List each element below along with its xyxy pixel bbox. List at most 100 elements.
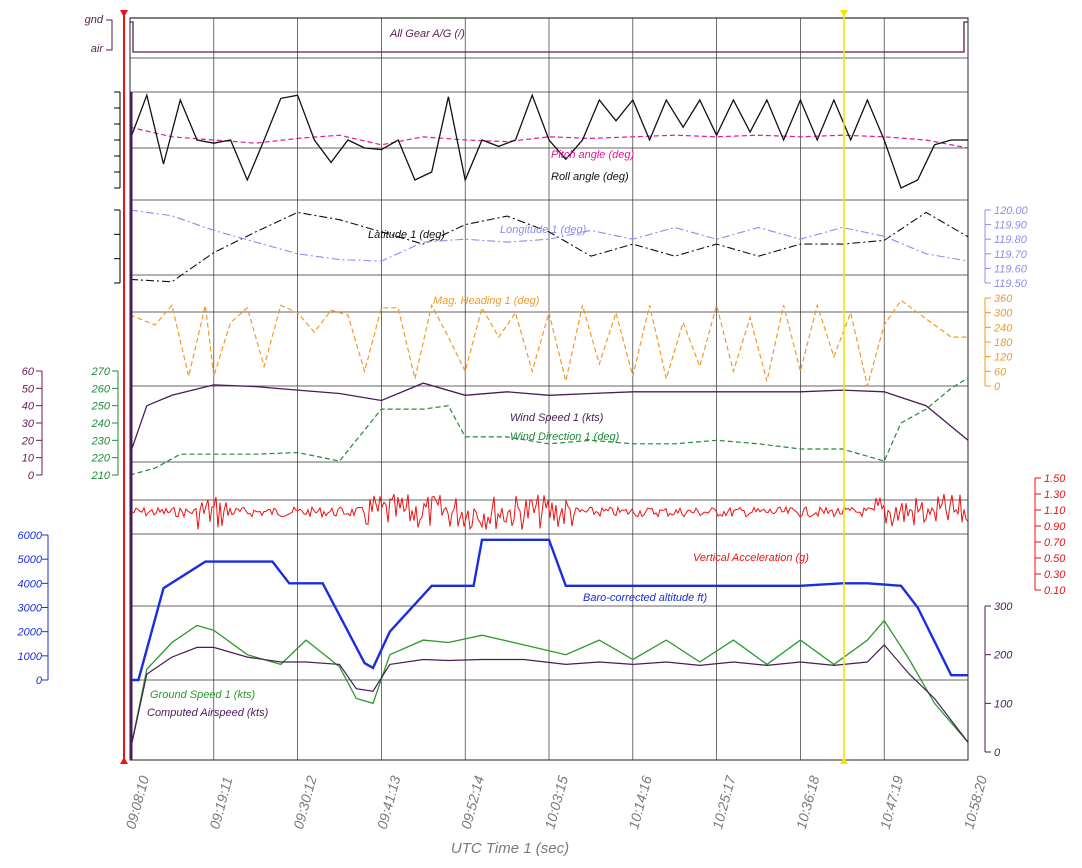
wind-speed-y-label: 50 — [22, 383, 35, 395]
wind-speed-series-label: Wind Speed 1 (kts) — [510, 412, 604, 424]
gear-tick-label: gnd — [85, 14, 104, 26]
speed-y-label: 100 — [994, 698, 1013, 710]
heading-series-label: Mag. Heading 1 (deg) — [433, 295, 540, 307]
altitude-y-label: 5000 — [18, 554, 43, 566]
latitude-y-label: 23.80 — [0, 205, 1, 217]
vacc-y-label: 0.50 — [1044, 553, 1066, 565]
gear-axis — [106, 19, 113, 51]
x-tick-label: 10:25:17 — [709, 773, 739, 831]
speed-y-label: 300 — [994, 601, 1013, 613]
attitude-y-label: 0 — [0, 135, 1, 147]
longitude-y-label: 119.60 — [994, 263, 1028, 275]
x-tick-label: 10:58:20 — [960, 774, 990, 831]
heading-y-label: 300 — [994, 308, 1013, 320]
x-tick-label: 10:03:15 — [541, 774, 571, 831]
longitude-series-line — [129, 209, 969, 262]
vacc-series-line — [129, 493, 969, 531]
wind-speed-y-label: 10 — [22, 453, 35, 465]
vacc-y-label: 1.50 — [1044, 473, 1066, 485]
latitude-y-label: 23.20 — [0, 278, 1, 290]
attitude-y-label: 20 — [0, 103, 1, 115]
altitude-y-label: 1000 — [18, 651, 43, 663]
latitude-series-line — [129, 211, 969, 283]
latitude-y-label: 23.40 — [0, 254, 1, 266]
wind-speed-y-label: 40 — [22, 401, 35, 413]
airspeed-series-label: Computed Airspeed (kts) — [147, 707, 269, 719]
wind-direction-y-label: 220 — [91, 453, 111, 465]
altitude-y-label: 6000 — [18, 530, 43, 542]
altitude-y-label: 4000 — [18, 578, 43, 590]
time-cursor-top-triangle — [839, 10, 848, 17]
wind-speed-y-label: 60 — [22, 366, 35, 378]
ground-speed-series-label: Ground Speed 1 (kts) — [150, 689, 256, 701]
altitude-series-label: Baro-corrected altitude ft) — [583, 592, 707, 604]
roll-series-label: Roll angle (deg) — [551, 171, 629, 183]
wind-direction-y-label: 230 — [91, 435, 111, 447]
pitch-series-label: Pitch angle (deg) — [551, 149, 634, 161]
latitude-y-label: 23.60 — [0, 229, 1, 241]
altitude-series-line — [130, 538, 968, 682]
gear-series-label: All Gear A/G (/) — [389, 28, 465, 40]
heading-y-label: 180 — [994, 337, 1013, 349]
roll-series-line — [129, 92, 968, 189]
vacc-y-label: 1.30 — [1044, 489, 1066, 501]
altitude-y-label: 3000 — [18, 603, 43, 615]
gear-series-line — [130, 21, 968, 53]
longitude-y-label: 119.80 — [994, 234, 1028, 246]
ground-speed-series-line — [129, 619, 969, 753]
heading-y-label: 360 — [994, 293, 1013, 305]
heading-series-line — [129, 299, 968, 387]
gear-tick-label: air — [91, 43, 105, 55]
altitude-y-label: 2000 — [17, 627, 43, 639]
latitude-series-label: Latitude 1 (deg) — [368, 229, 445, 241]
heading-y-label: 240 — [993, 322, 1013, 334]
wind-speed-series-line — [129, 382, 969, 455]
wind-direction-y-label: 260 — [91, 383, 111, 395]
x-tick-label: 10:36:18 — [793, 774, 823, 831]
attitude-y-label: -20 — [0, 167, 1, 179]
wind-direction-y-label: 270 — [91, 366, 111, 378]
x-axis-title: UTC Time 1 (sec) — [451, 840, 569, 857]
longitude-y-label: 119.50 — [994, 278, 1028, 290]
longitude-y-label: 120.00 — [994, 205, 1029, 217]
x-tick-label: 10:14:16 — [625, 774, 655, 831]
heading-y-label: 0 — [994, 381, 1001, 393]
wind-speed-y-label: 30 — [22, 418, 35, 430]
x-tick-label: 09:19:11 — [206, 775, 235, 831]
wind-direction-y-label: 250 — [91, 401, 111, 413]
x-tick-label: 09:30:12 — [290, 774, 320, 831]
attitude-y-label: 10 — [0, 119, 1, 131]
vacc-y-label: 0.70 — [1044, 537, 1066, 549]
attitude-y-label: -10 — [0, 151, 1, 163]
wind-direction-y-label: 240 — [91, 418, 111, 430]
wind-direction-series-line — [129, 377, 969, 476]
vacc-y-label: 1.10 — [1044, 505, 1066, 517]
longitude-y-label: 119.90 — [994, 220, 1028, 232]
vacc-y-label: 0.30 — [1044, 569, 1066, 581]
vacc-y-label: 0.10 — [1044, 585, 1066, 597]
heading-y-label: 120 — [994, 352, 1013, 364]
time-cursor-bottom-triangle — [839, 757, 848, 764]
start-marker-bottom-triangle — [120, 757, 128, 764]
x-tick-label: 09:41:13 — [374, 774, 404, 831]
longitude-y-label: 119.70 — [994, 249, 1028, 261]
start-marker-top-triangle — [120, 10, 128, 17]
attitude-y-label: -30 — [0, 183, 1, 195]
wind-direction-y-label: 210 — [91, 470, 111, 482]
wind-speed-y-label: 0 — [28, 470, 35, 482]
altitude-y-label: 0 — [36, 675, 43, 687]
wind-direction-series-label: Wind Direction 1 (deg) — [510, 431, 620, 443]
speed-y-label: 0 — [994, 747, 1001, 759]
x-tick-label: 09:52:14 — [458, 774, 488, 831]
speed-y-label: 200 — [993, 650, 1013, 662]
vacc-series-label: Vertical Acceleration (g) — [693, 552, 809, 564]
longitude-series-label: Longitude 1 (deg) — [500, 224, 587, 236]
x-tick-label: 09:08:10 — [122, 774, 152, 831]
attitude-y-label: 30 — [0, 87, 1, 99]
x-tick-label: 10:47:19 — [877, 774, 907, 831]
vacc-y-label: 0.90 — [1044, 521, 1066, 533]
wind-speed-y-label: 20 — [21, 435, 35, 447]
heading-y-label: 60 — [994, 366, 1007, 378]
